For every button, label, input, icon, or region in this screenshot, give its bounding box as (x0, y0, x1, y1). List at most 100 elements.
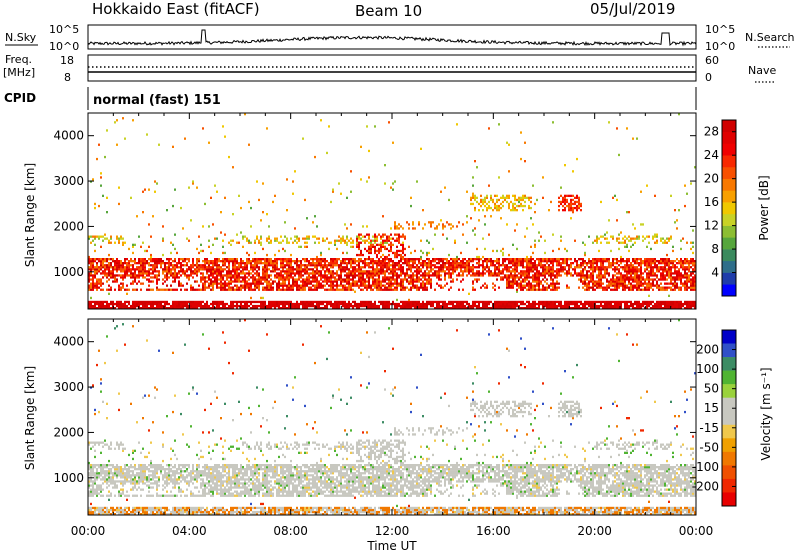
power-cell (108, 266, 110, 269)
power-cell (638, 302, 640, 306)
power-cell (378, 233, 380, 236)
power-cell (246, 258, 248, 261)
power-cell (202, 300, 204, 304)
power-cell (630, 245, 632, 248)
power-cell (486, 302, 488, 306)
power-cell (572, 170, 574, 173)
power-cell (588, 274, 590, 277)
power-cell (516, 302, 518, 306)
power-cell (384, 239, 386, 242)
power-cell (156, 264, 158, 267)
power-cell (376, 270, 378, 273)
power-cell (236, 274, 238, 277)
power-cell (536, 270, 538, 273)
power-cell (634, 241, 636, 244)
power-cell (600, 260, 602, 263)
power-cell (346, 278, 348, 281)
power-cell (492, 200, 494, 204)
power-cell (400, 278, 402, 281)
power-cell (318, 262, 320, 265)
power-cell (590, 307, 592, 310)
power-cell (412, 302, 414, 306)
power-cell (472, 202, 474, 206)
power-cell (620, 231, 622, 234)
power-cell (264, 286, 266, 289)
power-cell (382, 270, 384, 273)
power-cell (224, 284, 226, 287)
power-cell (622, 284, 624, 287)
power-cell (564, 304, 566, 308)
power-cell (484, 307, 486, 310)
power-cell (150, 276, 152, 279)
power-cell (160, 262, 162, 265)
power-cell (188, 258, 190, 261)
power-cell (472, 194, 474, 197)
power-cell (280, 264, 282, 267)
power-cell (480, 300, 482, 304)
power-cell (100, 302, 102, 306)
power-cell (250, 266, 252, 269)
power-cell (124, 262, 126, 265)
power-cell (374, 260, 376, 263)
power-cell (212, 266, 214, 269)
power-cell (364, 239, 366, 242)
power-cell (630, 268, 632, 271)
power-cell (224, 260, 226, 263)
power-cell (358, 286, 360, 289)
power-cell (362, 274, 364, 277)
power-cell (508, 194, 510, 197)
power-cell (160, 266, 162, 269)
power-cell (602, 235, 604, 238)
power-cell (278, 274, 280, 277)
power-cell (340, 280, 342, 283)
power-cell (182, 300, 184, 304)
power-cell (454, 266, 456, 269)
power-cell (472, 270, 474, 273)
power-cell (398, 282, 400, 285)
power-cell (474, 302, 476, 306)
power-cell (362, 235, 364, 238)
power-cell (88, 302, 90, 306)
power-cell (460, 260, 462, 263)
power-cell (546, 300, 548, 304)
power-cell (244, 286, 246, 289)
power-cell (168, 270, 170, 273)
power-cell (538, 260, 540, 263)
power-cell (228, 286, 230, 289)
power-cell (628, 211, 630, 214)
power-cell (468, 272, 470, 275)
power-cell (88, 276, 90, 279)
power-cell (384, 266, 386, 269)
power-cell (166, 272, 168, 275)
power-cell (250, 272, 252, 275)
power-cell (518, 260, 520, 263)
power-cell (240, 264, 242, 267)
power-cell (624, 260, 626, 263)
power-cell (220, 211, 222, 214)
power-cell (442, 270, 444, 273)
power-cell (568, 270, 570, 273)
power-cell (622, 258, 624, 261)
power-cell (362, 280, 364, 283)
power-cell (644, 302, 646, 306)
power-cell (492, 209, 494, 212)
power-cell (592, 304, 594, 308)
power-cell (368, 241, 370, 244)
power-cell (290, 237, 292, 240)
power-cell (580, 300, 582, 304)
power-cell (152, 272, 154, 275)
power-cell (530, 284, 532, 287)
power-cell (378, 243, 380, 246)
power-cell (206, 270, 208, 273)
power-cell (336, 258, 338, 261)
power-cell (648, 270, 650, 273)
power-cell (358, 270, 360, 273)
power-cell (122, 243, 124, 246)
power-cell (542, 307, 544, 310)
power-cell (406, 262, 408, 265)
power-cell (636, 280, 638, 283)
power-cell (488, 184, 490, 187)
power-cell (396, 274, 398, 277)
power-cell (144, 260, 146, 263)
